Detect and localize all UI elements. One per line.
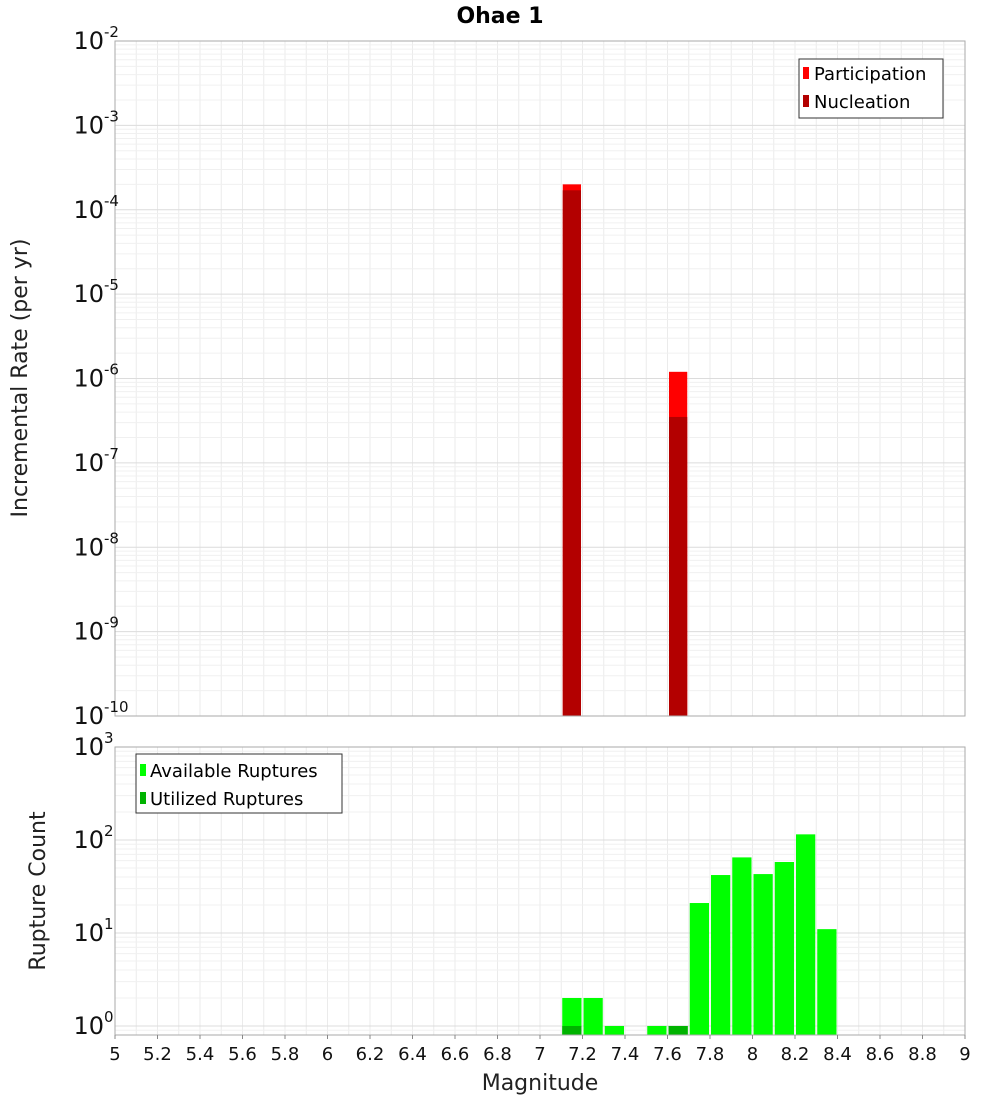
bottom-y-tick-base: 10 <box>73 826 104 854</box>
legend-label-utilized-ruptures: Utilized Ruptures <box>150 789 303 810</box>
x-tick-label: 8.6 <box>866 1044 895 1065</box>
bar-available-ruptures <box>711 875 731 1035</box>
x-tick-label: 6.8 <box>483 1044 512 1065</box>
bottom-y-tick-exponent: 3 <box>104 729 114 747</box>
chart-title: Ohae 1 <box>456 4 543 29</box>
legend-swatch-nucleation <box>803 95 809 107</box>
top-y-axis-label: Incremental Rate (per yr) <box>8 239 33 518</box>
bar-available-ruptures <box>647 1025 667 1035</box>
bottom-y-tick-base: 10 <box>73 733 104 761</box>
top-y-tick-base: 10 <box>73 196 104 224</box>
bar-nucleation <box>562 190 581 716</box>
legend-label-participation: Participation <box>814 64 926 85</box>
x-tick-label: 5.2 <box>143 1044 172 1065</box>
bottom-y-tick-exponent: 2 <box>104 822 114 840</box>
x-tick-label: 8 <box>747 1044 758 1065</box>
bar-available-ruptures <box>583 997 603 1035</box>
legend-swatch-available-ruptures <box>140 764 146 776</box>
top-y-tick-exponent: -4 <box>104 192 119 210</box>
top-y-tick-exponent: -3 <box>104 107 119 125</box>
top-y-tick-base: 10 <box>73 111 104 139</box>
bar-nucleation <box>669 416 688 716</box>
bar-available-ruptures <box>817 929 837 1035</box>
top-y-tick-base: 10 <box>73 702 104 730</box>
x-tick-label: 7.2 <box>568 1044 597 1065</box>
x-tick-label: 7.8 <box>696 1044 725 1065</box>
top-y-tick-base: 10 <box>73 27 104 55</box>
bottom-legend-box <box>135 753 343 814</box>
bar-available-ruptures <box>562 997 582 1035</box>
x-tick-label: 7.6 <box>653 1044 682 1065</box>
x-tick-label: 5.8 <box>271 1044 300 1065</box>
legend-label-nucleation: Nucleation <box>814 92 910 113</box>
bottom-y-tick-base: 10 <box>73 1012 104 1040</box>
top-y-tick-exponent: -5 <box>104 276 119 294</box>
x-tick-label: 6.4 <box>398 1044 427 1065</box>
top-y-tick-exponent: -8 <box>104 529 119 547</box>
bar-utilized-ruptures <box>562 1025 582 1035</box>
bottom-legend: Available Ruptures Utilized Ruptures <box>135 753 343 814</box>
bottom-y-axis-label: Rupture Count <box>26 811 51 971</box>
top-plot-bars <box>562 184 688 717</box>
x-tick-label: 6 <box>322 1044 333 1065</box>
bar-available-ruptures <box>796 834 816 1035</box>
x-tick-label: 5 <box>109 1044 120 1065</box>
top-y-tick-exponent: -2 <box>104 23 119 41</box>
x-axis-label: Magnitude <box>482 1071 599 1096</box>
x-tick-label: 6.2 <box>356 1044 385 1065</box>
x-tick-label: 9 <box>959 1044 970 1065</box>
top-y-tick-base: 10 <box>73 449 104 477</box>
top-y-tick-base: 10 <box>73 365 104 393</box>
x-tick-label: 8.2 <box>781 1044 810 1065</box>
top-y-tick-exponent: -9 <box>104 614 119 632</box>
bar-available-ruptures <box>689 903 709 1035</box>
bar-available-ruptures <box>753 874 773 1035</box>
bar-available-ruptures <box>732 857 752 1035</box>
top-y-tick-base: 10 <box>73 280 104 308</box>
top-y-tick-exponent: -7 <box>104 445 119 463</box>
top-y-tick-exponent: -10 <box>104 698 129 716</box>
x-tick-label: 5.6 <box>228 1044 257 1065</box>
x-tick-label: 5.4 <box>186 1044 215 1065</box>
x-tick-label: 8.4 <box>823 1044 852 1065</box>
top-plot-frame <box>114 40 966 717</box>
bottom-y-tick-exponent: 1 <box>104 915 114 933</box>
bar-utilized-ruptures <box>668 1025 688 1035</box>
top-y-tick-base: 10 <box>73 618 104 646</box>
bottom-plot-bars <box>562 834 837 1035</box>
top-y-tick-base: 10 <box>73 533 104 561</box>
top-plot-grid <box>114 40 966 717</box>
bar-available-ruptures <box>774 861 794 1035</box>
legend-label-available-ruptures: Available Ruptures <box>150 761 318 782</box>
top-legend-box <box>798 58 944 119</box>
x-tick-label: 7 <box>534 1044 545 1065</box>
x-tick-label: 8.8 <box>908 1044 937 1065</box>
bottom-y-tick-exponent: 0 <box>104 1008 114 1026</box>
legend-swatch-utilized-ruptures <box>140 792 146 804</box>
top-legend: Participation Nucleation <box>798 58 944 119</box>
bar-available-ruptures <box>604 1025 624 1035</box>
top-y-tick-exponent: -6 <box>104 361 119 379</box>
x-tick-labels: 5 5.2 5.4 5.6 5.8 6 6.2 6.4 6.6 6.8 7 7.2 7.4 7.6 7.8 8… <box>109 1035 971 1065</box>
legend-swatch-participation <box>803 67 809 79</box>
bottom-y-tick-base: 10 <box>73 919 104 947</box>
x-tick-label: 7.4 <box>611 1044 640 1065</box>
x-tick-label: 6.6 <box>441 1044 470 1065</box>
